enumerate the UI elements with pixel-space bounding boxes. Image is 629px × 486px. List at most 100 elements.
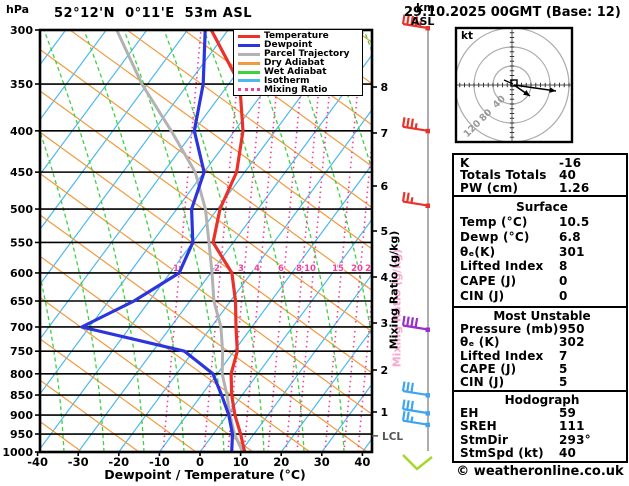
wind-barb-shaft — [402, 389, 429, 397]
wind-barb-shaft — [402, 324, 429, 331]
dry-adiabat-line — [41, 90, 371, 332]
hodograph-arrowhead — [523, 90, 530, 96]
isotherm-line — [41, 31, 269, 339]
chart-area: 1 2 3 4 6 8 10 15 20 25 — [41, 31, 371, 451]
panel-hodograph: Hodograph EH 59 SREH 111 StmDir 293° StmSpd (kt… — [452, 390, 628, 463]
stat-label: Lifted Index — [460, 259, 544, 274]
temperature-tick-label: 10 — [233, 455, 249, 469]
legend-line-sample-icon — [238, 34, 260, 38]
wet-adiabat-line — [163, 31, 265, 451]
isotherm-line — [41, 31, 147, 175]
stat-row: θₑ(K) 301 — [460, 246, 624, 258]
isotherm-line — [159, 165, 371, 451]
legend-line-sample-icon — [238, 88, 260, 92]
panel-section-title: Hodograph — [504, 393, 580, 408]
stat-value: 111 — [559, 419, 585, 434]
hodograph-ring-label: 80 — [477, 107, 494, 124]
hodograph-ring-label: 40 — [491, 93, 508, 110]
wind-barb — [401, 411, 430, 428]
mixing-ratio-line — [267, 31, 307, 451]
legend-line-sample-icon — [238, 61, 260, 65]
stat-label: θₑ(K) — [460, 244, 496, 259]
stat-label: Dewp (°C) — [460, 229, 530, 244]
wet-adiabat-line — [83, 31, 185, 451]
pressure-tick-label: 400 — [10, 125, 33, 138]
legend-item-label: Parcel Trajectory — [264, 49, 350, 60]
pressure-tick-label: 300 — [10, 24, 33, 37]
wind-barb-base — [425, 327, 430, 332]
chart-border — [38, 28, 374, 454]
dry-adiabat-line — [41, 173, 371, 415]
station-title: 52°12'N 0°11'E 53m ASL — [54, 6, 253, 21]
stat-row: Dewp (°C) 6.8 — [460, 231, 624, 243]
stat-label: Totals Totals — [460, 168, 547, 182]
wind-barb — [402, 454, 433, 471]
run-datetime-title: 29.10.2025 00GMT (Base: 12) — [404, 5, 621, 20]
legend-item: Wet Adiabat — [238, 68, 362, 77]
stat-row: CAPE (J) 0 — [460, 275, 624, 287]
stat-value: -16 — [559, 155, 582, 170]
legend-line-sample-icon — [238, 79, 260, 83]
stat-value: 5 — [559, 361, 568, 376]
wind-barb — [401, 14, 430, 31]
stat-row: Totals Totals 40 — [460, 169, 624, 181]
wind-barb-full-tick — [401, 399, 406, 410]
isotherm-line — [41, 31, 188, 229]
hodograph-origin-marker — [510, 79, 518, 87]
dry-adiabat-line — [127, 31, 371, 208]
panel-stability-indices: K -16 Totals Totals 40 PW (cm) 1.26 — [452, 153, 628, 197]
km-tick-label: 6 — [381, 180, 389, 193]
dry-adiabat-line — [184, 31, 371, 167]
pressure-tick-label: 500 — [10, 203, 33, 216]
wind-barb-full-tick — [410, 400, 414, 411]
mixing-ratio-tick-label: 6 — [278, 264, 284, 274]
stat-label: K — [460, 155, 470, 170]
pressure-tick-label: 350 — [10, 78, 33, 91]
mixing-ratio-tick-label: 15 — [332, 264, 344, 274]
chart-shape — [513, 84, 557, 92]
wind-barb-full-tick — [406, 192, 410, 203]
panel-section-title: Most Unstable — [493, 309, 591, 324]
copyright-credit: © weatheronline.co.uk — [456, 464, 624, 479]
wind-barb-half-tick — [410, 197, 414, 204]
stat-value: 8 — [559, 259, 568, 274]
wind-barb-shaft — [402, 408, 429, 415]
panel-most-unstable: Most Unstable Pressure (mb) 950 θₑ (K) 302 Li… — [452, 306, 628, 392]
x-axis-caption: Dewpoint / Temperature (°C) — [104, 467, 306, 482]
wind-barb-full-tick — [401, 14, 406, 25]
wet-adiabat-line — [283, 31, 371, 337]
mixing-ratio-tick-label: 4 — [254, 264, 260, 274]
isotherm-line — [41, 31, 310, 394]
dry-adiabat-line — [70, 31, 371, 249]
mixing-ratio-tick-label: 20 — [351, 264, 363, 274]
stat-label: θₑ (K) — [460, 335, 500, 350]
hodograph-unit-label: kt — [461, 30, 474, 42]
isotherm-line — [199, 219, 371, 451]
temperature-trace — [210, 31, 247, 451]
wet-adiabat-line — [323, 31, 371, 169]
stat-value: 6.8 — [559, 229, 581, 244]
wind-barb-shaft — [402, 125, 429, 132]
dry-adiabat-line — [41, 132, 371, 373]
pressure-tick-label: 700 — [10, 321, 33, 334]
pressure-tick-label: 1000 — [2, 446, 33, 459]
stat-label: PW (cm) — [460, 180, 519, 195]
stat-row: Lifted Index 8 — [460, 260, 624, 272]
pressure-tick-label: 900 — [10, 409, 33, 422]
stat-value: 0 — [559, 274, 568, 289]
parcel-trajectory-trace — [115, 31, 244, 451]
temperature-tick-label: 30 — [314, 455, 330, 469]
mixing-ratio-tick-label: 10 — [304, 264, 316, 274]
stat-label: CAPE (J) — [460, 274, 517, 289]
mixing-ratio-line — [296, 31, 336, 451]
hodograph-arrowhead — [549, 87, 556, 93]
wind-barb-full-tick — [410, 382, 414, 393]
stat-value: 59 — [559, 406, 577, 421]
hodograph-wind-vector — [513, 84, 531, 97]
legend-item: Temperature — [238, 32, 362, 41]
legend-item-label: Mixing Ratio — [264, 84, 328, 95]
wind-barb-full-tick — [406, 400, 410, 410]
stat-row: Temp (°C) 10.5 — [460, 216, 624, 228]
legend-item: Parcel Trajectory — [238, 50, 362, 59]
wind-barb-full-tick — [401, 191, 406, 202]
